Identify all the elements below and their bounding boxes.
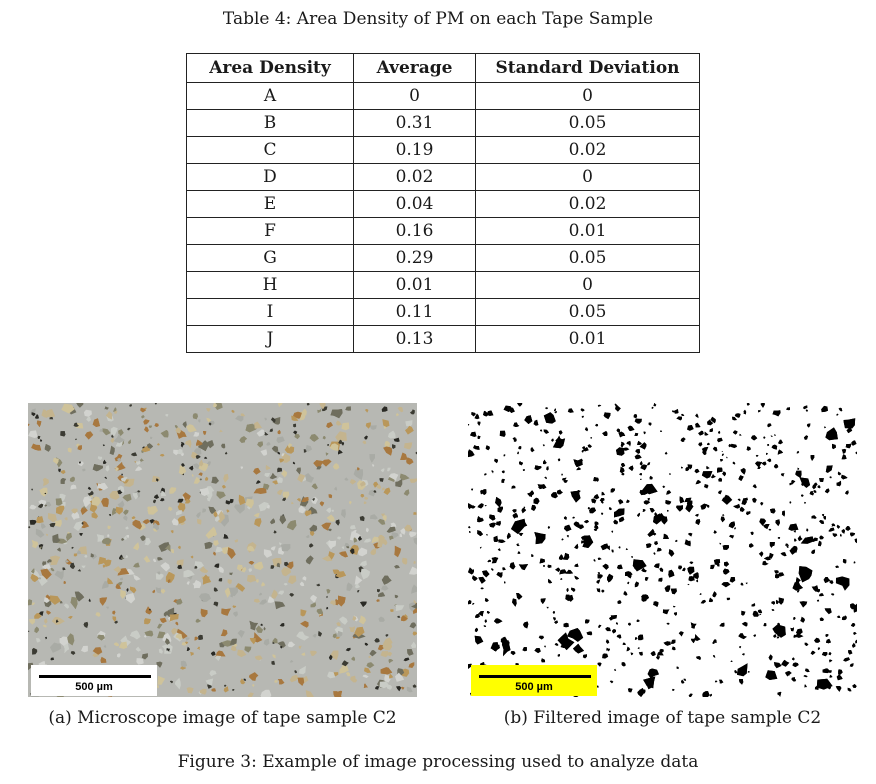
cell-average: 0 xyxy=(353,82,476,110)
cell-sample: D xyxy=(186,163,354,191)
cell-average: 0.04 xyxy=(353,190,476,218)
column-header-average: Average xyxy=(353,53,476,83)
cell-average: 0.16 xyxy=(353,217,476,245)
cell-sample: G xyxy=(186,244,354,272)
scale-bar-line xyxy=(39,675,151,678)
table-row: E 0.04 0.02 xyxy=(186,190,700,218)
cell-average: 0.02 xyxy=(353,163,476,191)
cell-sample: C xyxy=(186,136,354,164)
scale-bar: 500 µm xyxy=(471,665,597,696)
subfigure-caption-a: (a) Microscope image of tape sample C2 xyxy=(48,708,397,728)
cell-sample: I xyxy=(186,298,354,326)
cell-sample: F xyxy=(186,217,354,245)
cell-average: 0.19 xyxy=(353,136,476,164)
scale-bar-label: 500 µm xyxy=(515,681,553,693)
table-header-row: Area Density Average Standard Deviation xyxy=(186,53,700,83)
cell-sample: H xyxy=(186,271,354,299)
table-row: H 0.01 0 xyxy=(186,271,700,299)
cell-standard-deviation: 0.01 xyxy=(475,217,700,245)
cell-standard-deviation: 0.02 xyxy=(475,136,700,164)
cell-sample: E xyxy=(186,190,354,218)
cell-standard-deviation: 0.01 xyxy=(475,325,700,353)
cell-average: 0.29 xyxy=(353,244,476,272)
cell-standard-deviation: 0.05 xyxy=(475,298,700,326)
scale-bar-label: 500 µm xyxy=(75,681,113,693)
column-header-area-density: Area Density xyxy=(186,53,354,83)
table-row: C 0.19 0.02 xyxy=(186,136,700,164)
filtered-image-texture xyxy=(468,403,857,697)
table-row: J 0.13 0.01 xyxy=(186,325,700,353)
area-density-table: Area Density Average Standard Deviation … xyxy=(186,53,700,353)
subfigure-caption-b: (b) Filtered image of tape sample C2 xyxy=(503,708,822,728)
table-row: B 0.31 0.05 xyxy=(186,109,700,137)
cell-sample: J xyxy=(186,325,354,353)
column-header-standard-deviation: Standard Deviation xyxy=(475,53,700,83)
cell-standard-deviation: 0.05 xyxy=(475,244,700,272)
cell-standard-deviation: 0 xyxy=(475,271,700,299)
cell-sample: B xyxy=(186,109,354,137)
microscope-image: 500 µm xyxy=(28,403,417,697)
figure-caption: Figure 3: Example of image processing us… xyxy=(177,752,699,772)
cell-average: 0.01 xyxy=(353,271,476,299)
table-row: D 0.02 0 xyxy=(186,163,700,191)
cell-standard-deviation: 0 xyxy=(475,163,700,191)
table-row: F 0.16 0.01 xyxy=(186,217,700,245)
scale-bar: 500 µm xyxy=(31,665,157,696)
table-caption: Table 4: Area Density of PM on each Tape… xyxy=(222,9,654,29)
cell-average: 0.11 xyxy=(353,298,476,326)
scale-bar-line xyxy=(479,675,591,678)
filtered-image: 500 µm xyxy=(468,403,857,697)
cell-sample: A xyxy=(186,82,354,110)
cell-standard-deviation: 0.02 xyxy=(475,190,700,218)
cell-standard-deviation: 0 xyxy=(475,82,700,110)
cell-standard-deviation: 0.05 xyxy=(475,109,700,137)
cell-average: 0.31 xyxy=(353,109,476,137)
table-row: G 0.29 0.05 xyxy=(186,244,700,272)
microscope-image-texture xyxy=(28,403,417,697)
table-row: I 0.11 0.05 xyxy=(186,298,700,326)
table-body: A 0 0 B 0.31 0.05 C 0.19 0.02 D 0.02 0 E 0.04 0.02 F 0.1… xyxy=(186,82,700,353)
cell-average: 0.13 xyxy=(353,325,476,353)
